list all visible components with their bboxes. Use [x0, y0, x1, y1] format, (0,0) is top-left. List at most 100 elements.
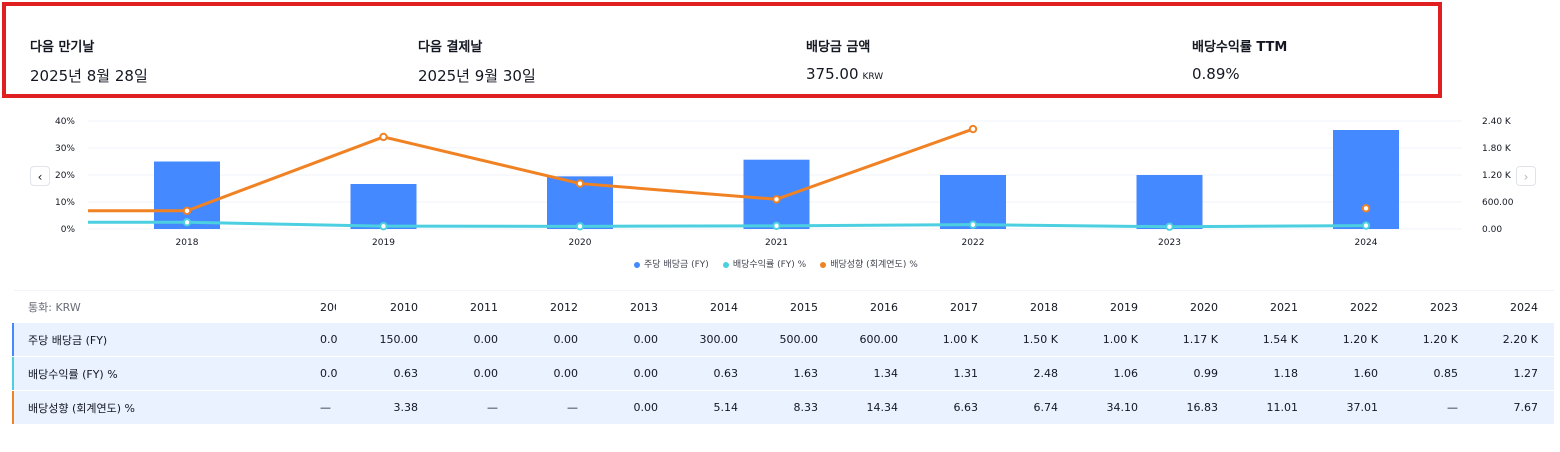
dividend-chart: 40% 30% 20% 10% 0% 2.40 K 1.80 K 1.20 K 600.00 0.… — [55, 117, 1514, 248]
yield-point-2020 — [575, 222, 585, 231]
yield-point-2021 — [772, 221, 781, 231]
table-cell: 6.63 — [953, 401, 979, 414]
bar-2018 — [154, 161, 220, 229]
chevron-left-icon: ‹ — [37, 170, 43, 184]
table-cell: 5.14 — [713, 401, 739, 414]
year-header: 2017 — [950, 300, 978, 314]
summary-label: 배당수익률 TTM — [1192, 40, 1288, 55]
x-tick-label: 2021 — [765, 238, 788, 248]
summary-value: 375.00 KRW — [806, 65, 883, 83]
yield-point-2019 — [379, 221, 388, 231]
chart-prev-button[interactable]: ‹ — [30, 166, 50, 186]
right-tick-label: 1.80 K — [1482, 144, 1512, 154]
bar-2024 — [1333, 130, 1399, 229]
table-cell: — — [567, 401, 578, 414]
table-cell: 1.20 K — [1342, 333, 1378, 346]
summary-value: 2025년 9월 30일 — [418, 65, 536, 86]
table-header-row: 통화: KRW 2009 2010 2011 2012 2013 2014 2015 2016… — [14, 290, 1554, 323]
year-header: 2024 — [1510, 300, 1538, 314]
table-cell: 3.38 — [393, 401, 419, 414]
x-tick-label: 2019 — [372, 238, 395, 248]
yield-point-2022 — [968, 220, 978, 229]
table-cell: 34.10 — [1106, 401, 1139, 414]
payout-point-2021 — [772, 195, 781, 204]
payout-line — [88, 127, 974, 213]
table-cell: 14.34 — [866, 401, 899, 414]
year-header: 2018 — [1030, 300, 1058, 314]
legend-item-dps[interactable]: 주당 배당금 (FY) — [634, 257, 709, 270]
left-tick-label: 30% — [55, 144, 75, 154]
year-header: 2022 — [1350, 300, 1378, 314]
table-cell: 1.63 — [793, 367, 819, 380]
table-cell: 1.17 K — [1182, 333, 1218, 346]
x-tick-label: 2018 — [176, 238, 199, 248]
legend-dot-icon — [820, 261, 827, 268]
next-pay-date: 다음 결제날 2025년 9월 30일 — [418, 36, 536, 86]
legend-label: 배당성향 (회계연도) % — [830, 260, 918, 270]
table-cell: 6.74 — [1033, 401, 1059, 414]
summary-label: 다음 만기날 — [30, 40, 95, 55]
table-cell: 0.63 — [713, 367, 739, 380]
table-cell: 1.34 — [873, 367, 899, 380]
bar-2023 — [1136, 175, 1203, 229]
x-tick-label: 2024 — [1355, 238, 1378, 248]
right-tick-label: 1.20 K — [1482, 171, 1512, 181]
table-cell: 16.83 — [1186, 401, 1219, 414]
summary-label: 다음 결제날 — [418, 40, 483, 55]
table-cell: 0.00 — [633, 367, 659, 380]
summary-value: 0.89% — [1192, 65, 1287, 83]
dividend-yield-ttm: 배당수익률 TTM 0.89% — [1192, 36, 1287, 83]
next-ex-date: 다음 만기날 2025년 8월 28일 — [30, 36, 148, 86]
bar-2022 — [940, 175, 1006, 229]
table-cell: 500.00 — [779, 333, 819, 346]
table-cell: 0.00 — [473, 367, 499, 380]
year-header: 2009 — [320, 300, 336, 314]
bar-2019 — [350, 184, 417, 229]
year-header: 2014 — [710, 300, 738, 314]
table-cell: 1.31 — [953, 367, 979, 380]
row-color-bar — [12, 357, 14, 390]
right-tick-label: 600.00 — [1482, 198, 1514, 208]
dividend-amount: 배당금 금액 375.00 KRW — [806, 36, 883, 83]
table-cell: 1.06 — [1113, 367, 1139, 380]
table-cell: 1.00 K — [942, 333, 978, 346]
table-cell: 0.63 — [393, 367, 419, 380]
table-cell: 7.67 — [1513, 401, 1539, 414]
payout-point-2022 — [968, 124, 978, 134]
left-tick-label: 10% — [55, 198, 75, 208]
summary-value: 2025년 8월 28일 — [30, 65, 148, 86]
legend-item-payout[interactable]: 배당성향 (회계연도) % — [820, 257, 918, 270]
table-row-dps: 주당 배당금 (FY) 0.00 150.00 0.00 0.00 0.00 300.00… — [12, 323, 1554, 357]
table-cell: — — [487, 401, 498, 414]
summary-label: 배당금 금액 — [806, 40, 871, 55]
payout-point-2020 — [575, 179, 585, 188]
year-header: 2015 — [790, 300, 818, 314]
legend-label: 주당 배당금 (FY) — [644, 260, 709, 270]
table-cell: 300.00 — [699, 333, 739, 346]
row-label: 배당수익률 (FY) % — [28, 367, 118, 381]
table-cell: 0.00 — [553, 367, 579, 380]
yield-point-2024 — [1361, 221, 1371, 230]
yield-point-2018 — [182, 218, 192, 227]
year-header: 2013 — [630, 300, 658, 314]
payout-point-2019 — [379, 132, 388, 142]
table-cell: 1.18 — [1273, 367, 1299, 380]
table-cell: 1.00 K — [1102, 333, 1138, 346]
table-cell: 8.33 — [793, 401, 819, 414]
table-cell: 1.27 — [1513, 367, 1539, 380]
table-cell: 0.00 — [473, 333, 499, 346]
table-cell: 0.99 — [1193, 367, 1219, 380]
row-color-bar — [12, 323, 14, 356]
legend-item-yield[interactable]: 배당수익률 (FY) % — [722, 257, 806, 270]
table-row-yield: 배당수익률 (FY) % 0.00 0.63 0.00 0.00 0.00 0.63 1.6… — [12, 357, 1554, 391]
right-tick-label: 2.40 K — [1482, 117, 1512, 127]
yield-line — [88, 220, 1367, 229]
x-tick-label: 2023 — [1158, 238, 1181, 248]
right-tick-label: 0.00 — [1482, 225, 1502, 235]
chart-next-button[interactable]: › — [1516, 166, 1536, 186]
chevron-right-icon: › — [1523, 170, 1529, 184]
left-tick-label: 40% — [55, 117, 75, 127]
table-row-payout: 배당성향 (회계연도) % — 3.38 — — 0.00 5.14 8.33 14.34 6.… — [12, 391, 1554, 425]
table-cell: 1.54 K — [1262, 333, 1298, 346]
year-header: 2023 — [1430, 300, 1458, 314]
